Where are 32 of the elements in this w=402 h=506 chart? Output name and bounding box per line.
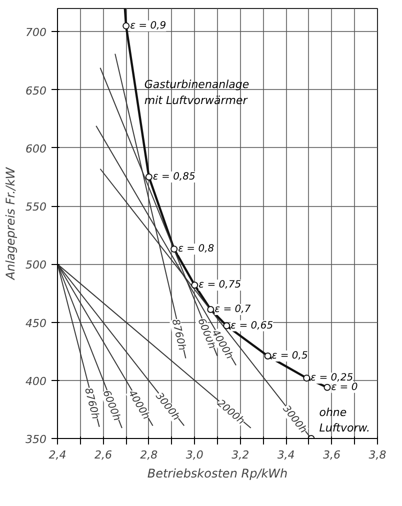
x-tick-label: 2,4 — [48, 448, 66, 462]
annotation: ε = 0,25 — [310, 372, 354, 384]
text: 8760h — [169, 318, 188, 352]
annotation: ε = 0 — [331, 382, 358, 393]
text: 6000h — [100, 388, 122, 423]
y-tick-label: 550 — [26, 200, 47, 214]
x-tick-label: 3,6 — [323, 448, 341, 462]
x-tick-label: 3,0 — [186, 448, 204, 462]
x-axis-title: Betriebskosten Rp/kWh — [147, 466, 288, 480]
annotation: ε = 0,75 — [198, 280, 242, 291]
annotation: ε = 0,5 — [272, 350, 308, 362]
x-tick-label: 3,8 — [368, 448, 386, 462]
y-tick-label: 350 — [26, 433, 47, 446]
text: 8760h — [82, 386, 101, 420]
annotation: ε = 0,9 — [130, 20, 166, 32]
y-tick-label: 600 — [26, 142, 47, 156]
x-tick-label: 2,8 — [140, 448, 158, 462]
x-tick-label: 3,2 — [232, 448, 250, 462]
y-tick-label: 650 — [26, 84, 47, 98]
y-tick-label: 450 — [26, 316, 47, 330]
y-tick-label: 700 — [26, 26, 47, 40]
annotation: ε = 0,65 — [230, 320, 274, 332]
x-tick-label: 3,4 — [277, 448, 295, 462]
y-tick-label: 400 — [26, 374, 47, 388]
y-tick-label: 500 — [26, 258, 47, 272]
annotation: ε = 0,7 — [214, 304, 252, 315]
x-tick-label: 2,6 — [94, 448, 112, 462]
annotation: ε = 0,85 — [152, 172, 196, 183]
annotation: ε = 0,8 — [178, 244, 214, 255]
annotation: ohne Luftvorw. — [319, 406, 370, 434]
y-axis-title: Anlagepreis Fr./kW — [4, 166, 18, 281]
annotation: Gasturbinenanlage mit Luftvorwärmer — [144, 78, 250, 107]
